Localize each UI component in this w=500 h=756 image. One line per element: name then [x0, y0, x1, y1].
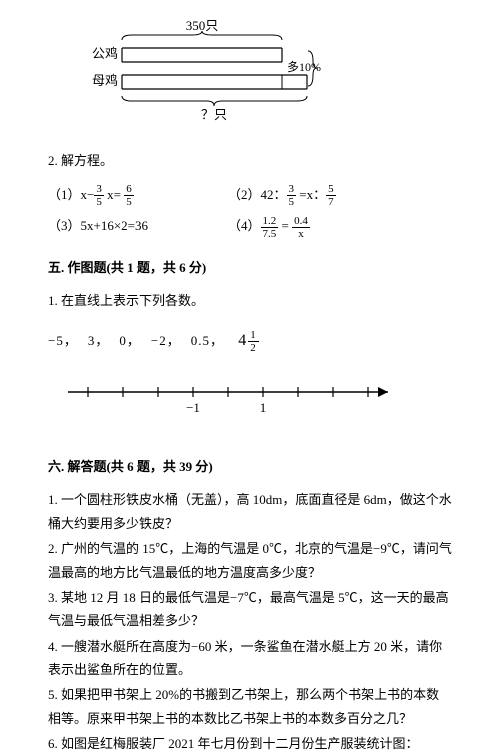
num-a: −5， — [48, 333, 78, 348]
section-6-heading: 六. 解答题(共 6 题，共 39 分) — [48, 455, 452, 478]
eq4-eq: = — [278, 218, 292, 233]
eq4-lead: （4） — [228, 218, 261, 233]
diagram-bottom-label: ？只 — [201, 107, 227, 122]
num-c: 0， — [119, 333, 141, 348]
sec6-q3: 3. 某地 12 月 18 日的最低气温是−7℃，最高气温是 5℃，这一天的最高… — [48, 586, 452, 633]
problem-2-title: 2. 解方程。 — [48, 149, 452, 172]
eq1-lead: （1）x− — [48, 187, 94, 202]
chicken-diagram: 350只 公鸡 母鸡 多10% ？只 — [92, 18, 452, 129]
eq2-frac1: 35 — [287, 183, 297, 208]
sec5-q1: 1. 在直线上表示下列各数。 — [48, 289, 452, 312]
diagram-row2-label: 母鸡 — [92, 73, 118, 88]
eq1-frac2: 65 — [124, 183, 134, 208]
tick-neg1: −1 — [186, 400, 200, 415]
equation-1: （1）x−35 x= 65 — [48, 183, 228, 209]
section-5-body: 1. 在直线上表示下列各数。 −5， 3， 0， −2， 0.5， 4 12 −1 1 — [48, 289, 452, 431]
equation-row-1: （1）x−35 x= 65 （2）42：35 =x：57 — [48, 183, 452, 209]
equation-2: （2）42：35 =x：57 — [228, 183, 452, 209]
number-list: −5， 3， 0， −2， 0.5， 4 12 — [48, 327, 452, 356]
number-line-svg: −1 1 — [68, 378, 398, 424]
sec6-q2: 2. 广州的气温的 15℃，上海的气温是 0℃，北京的气温是−9℃，请问气温最高… — [48, 537, 452, 584]
diagram-svg: 350只 公鸡 母鸡 多10% ？只 — [92, 18, 322, 122]
mixed-whole: 4 — [238, 327, 247, 356]
equation-4: （4）1.27.5 = 0.4x — [228, 214, 452, 240]
eq4-frac1: 1.27.5 — [261, 215, 279, 240]
diagram-right-label: 多10% — [287, 60, 321, 74]
tick-1: 1 — [260, 400, 267, 415]
num-e: 0.5， — [191, 333, 224, 348]
problem-2: 2. 解方程。 （1）x−35 x= 65 （2）42：35 =x：57 （3）… — [48, 149, 452, 240]
eq2-lead: （2）42： — [228, 187, 287, 202]
equation-3: （3）5x+16×2=36 — [48, 214, 228, 240]
sec6-q1: 1. 一个圆柱形铁皮水桶（无盖），高 10dm，底面直径是 6dm，做这个水桶大… — [48, 488, 452, 535]
eq2-mid: =x： — [296, 187, 326, 202]
mixed-fraction: 4 12 — [238, 327, 279, 356]
equation-row-2: （3）5x+16×2=36 （4）1.27.5 = 0.4x — [48, 214, 452, 240]
eq2-frac2: 57 — [326, 183, 336, 208]
section-5-heading: 五. 作图题(共 1 题，共 6 分) — [48, 256, 452, 279]
diagram-row1-label: 公鸡 — [92, 46, 118, 61]
number-line: −1 1 — [68, 378, 452, 431]
eq1-mid: x= — [104, 187, 124, 202]
sec6-q4: 4. 一艘潜水艇所在高度为−60 米，一条鲨鱼在潜水艇上方 20 米，请你表示出… — [48, 635, 452, 682]
sec6-q5: 5. 如果把甲书架上 20%的书搬到乙书架上，那么两个书架上书的本数相等。原来甲… — [48, 683, 452, 730]
num-d: −2， — [151, 333, 181, 348]
eq4-frac2: 0.4x — [292, 215, 310, 240]
eq1-frac1: 35 — [94, 183, 104, 208]
diagram-top-label: 350只 — [186, 18, 219, 33]
mixed-frac: 12 — [248, 329, 269, 354]
num-b: 3， — [88, 333, 110, 348]
section-6-body: 1. 一个圆柱形铁皮水桶（无盖），高 10dm，底面直径是 6dm，做这个水桶大… — [48, 488, 452, 755]
sec6-q6: 6. 如图是红梅服装厂 2021 年七月份到十二月份生产服装统计图： — [48, 732, 452, 755]
